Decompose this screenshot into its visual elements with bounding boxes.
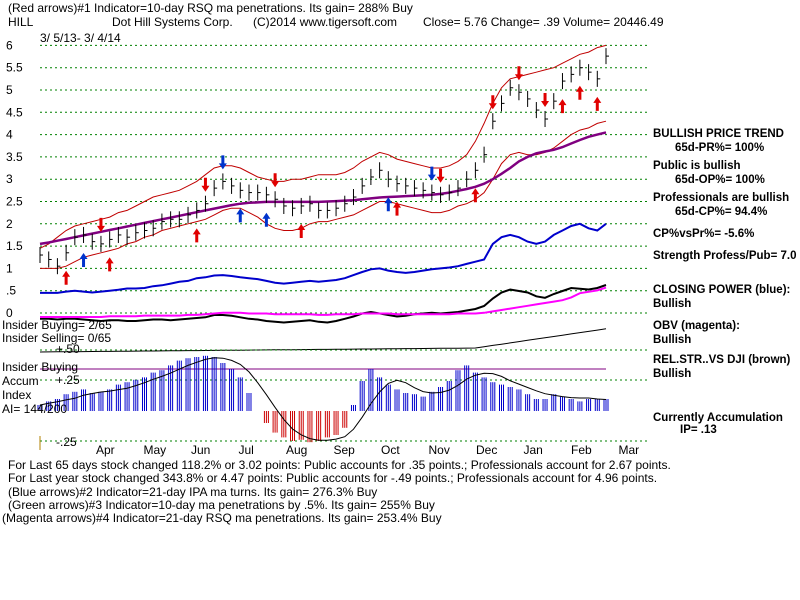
cp-value: 65d-CP%= 94.4% (675, 206, 768, 218)
red-up-arrow (471, 188, 480, 203)
trend-title: BULLISH PRICE TREND (653, 128, 784, 140)
footer-line-5: (Magenta arrows)#4 Indicator=21-day RSQ … (2, 511, 442, 525)
y-tick-label: 3.5 (6, 150, 23, 164)
cp-vs-pr: CP%vsPr%= -5.6% (653, 228, 755, 240)
blue-down-arrow (427, 166, 436, 181)
quote-line: Close= 5.76 Change= .39 Volume= 20446.49 (423, 15, 664, 29)
red-up-arrow (593, 96, 602, 111)
lower-band-line (40, 120, 607, 269)
footer-line-3: (Blue arrows)#2 Indicator=21-day IPA ma … (8, 485, 378, 499)
ipa-line (40, 222, 607, 294)
ai-value: AI= 144/200 (2, 402, 68, 416)
y-tick-label: 1 (6, 261, 13, 275)
footer-line-4: (Green arrows)#3 Indicator=10-day ma pen… (8, 498, 435, 512)
month-label: Jun (191, 443, 210, 457)
ticker: HILL (8, 15, 34, 29)
month-label: Oct (381, 443, 400, 457)
blue-up-arrow (79, 252, 88, 267)
upper-band-line (39, 44, 607, 249)
y-tick-label: 5 (6, 83, 13, 97)
red-up-arrow (105, 257, 114, 272)
y-tick-label: 2.5 (6, 195, 23, 209)
scale-plus-50: +.50 (56, 342, 80, 356)
blue-up-arrow (236, 208, 245, 223)
month-label: Dec (476, 443, 497, 457)
closing-power-value: Bullish (653, 298, 692, 310)
month-label: Jul (239, 443, 254, 457)
y-tick-label: 4 (6, 128, 13, 142)
pr-value: 65d-PR%= 100% (675, 142, 765, 154)
footer-line-2: For Last year stock changed 343.8% or 4.… (8, 471, 658, 485)
insider-buying-2: Insider Buying (2, 360, 79, 374)
red-up-arrow (393, 201, 402, 216)
red-up-arrow (297, 223, 306, 238)
y-tick-label: 6 (6, 38, 13, 52)
month-label: Sep (334, 443, 356, 457)
accum-label: Accum (2, 374, 39, 388)
red-down-arrow (541, 92, 550, 107)
month-label: Aug (286, 443, 307, 457)
relstr-label: REL.STR..VS DJI (brown) (653, 354, 791, 366)
scale-minus-25: -.25 (56, 435, 77, 449)
blue-up-arrow (262, 212, 271, 227)
insider-buying: Insider Buying= 2/65 (2, 318, 112, 332)
strength-ratio: Strength Profess/Pub= 7.0 (653, 250, 797, 262)
red-down-arrow (201, 177, 210, 192)
obv-line (40, 286, 607, 318)
rel-strength-line (39, 328, 607, 353)
closing-power-label: CLOSING POWER (blue): (653, 284, 791, 296)
y-tick-label: 1.5 (6, 239, 23, 253)
public-status: Public is bullish (653, 160, 741, 172)
y-tick-label: 0 (6, 306, 13, 320)
accumulation-status: Currently Accumulation (653, 412, 783, 424)
red-down-arrow (96, 217, 105, 232)
month-label: May (144, 443, 167, 457)
month-label: Jan (524, 443, 543, 457)
month-label: Mar (619, 443, 640, 457)
red-up-arrow (558, 99, 567, 114)
copyright: (C)2014 www.tigersoft.com (253, 15, 398, 29)
blue-down-arrow (218, 155, 227, 170)
date-range: 3/ 5/13- 3/ 4/14 (40, 31, 121, 45)
y-tick-label: 5.5 (6, 61, 23, 75)
month-label: Apr (96, 443, 115, 457)
red-up-arrow (192, 228, 201, 243)
y-tick-label: 4.5 (6, 105, 23, 119)
red-down-arrow (488, 95, 497, 110)
scale-plus-25: +.25 (56, 373, 80, 387)
indicator-1-title: (Red arrows)#1 Indicator=10-day RSQ ma p… (8, 1, 413, 15)
red-up-arrow (575, 85, 584, 100)
y-tick-label: 3 (6, 172, 13, 186)
y-tick-label: 2 (6, 217, 13, 231)
footer-line-1: For Last 65 days stock changed 118.2% or… (8, 458, 671, 472)
blue-up-arrow (384, 197, 393, 212)
red-down-arrow (514, 66, 523, 81)
company-name: Dot Hill Systems Corp. (112, 15, 233, 29)
month-label: Nov (429, 443, 450, 457)
month-label: Feb (571, 443, 592, 457)
moving-average-line (39, 131, 607, 246)
insider-selling: Insider Selling= 0/65 (2, 331, 112, 345)
red-down-arrow (436, 168, 445, 183)
y-tick-label: .5 (6, 284, 16, 298)
relstr-value: Bullish (653, 368, 692, 380)
obv-value: Bullish (653, 334, 692, 346)
ip-value: IP= .13 (680, 424, 717, 436)
closing-power-line (40, 284, 607, 324)
obv-label: OBV (magenta): (653, 320, 740, 332)
red-down-arrow (271, 173, 280, 188)
index-label: Index (2, 388, 32, 402)
op-value: 65d-OP%= 100% (675, 174, 765, 186)
red-up-arrow (62, 270, 71, 285)
accum-ma-line (39, 357, 607, 441)
professionals-status: Professionals are bullish (653, 192, 790, 204)
